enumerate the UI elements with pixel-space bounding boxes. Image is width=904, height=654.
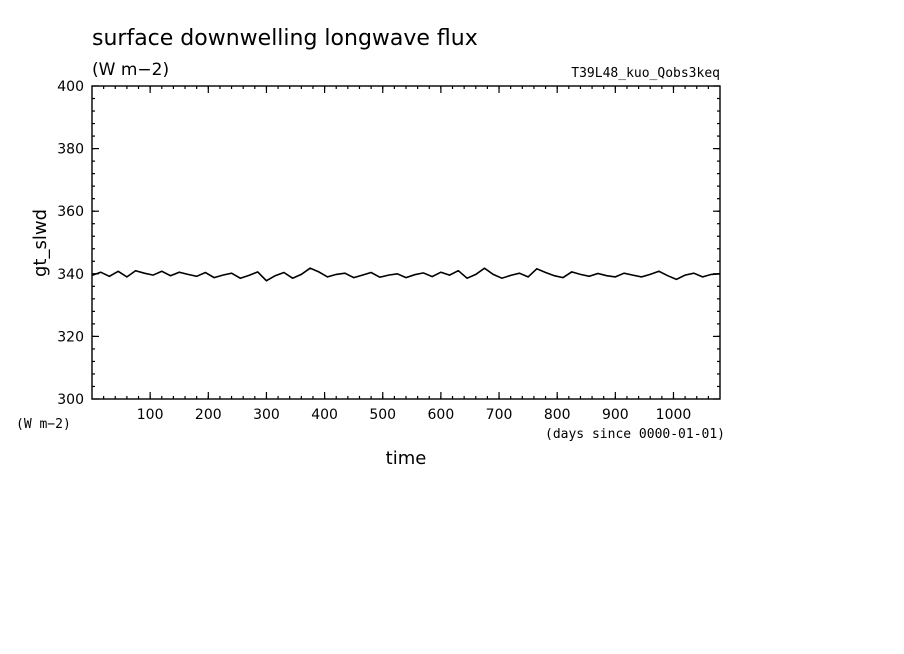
y-axis-label: gt_slwd	[30, 209, 51, 277]
y-tick-label: 380	[57, 142, 84, 158]
x-tick-label: 400	[311, 407, 338, 423]
y-tick-label: 340	[57, 267, 84, 283]
plot-frame	[91, 85, 721, 400]
x-tick-label: 300	[253, 407, 280, 423]
y-tick-label: 300	[57, 392, 84, 408]
series-line	[91, 267, 721, 282]
y-tick-label: 400	[57, 79, 84, 95]
x-tick-label: 500	[369, 407, 396, 423]
x-tick-label: 900	[602, 407, 629, 423]
x-tick-label: 1000	[656, 407, 692, 423]
x-tick-label: 200	[195, 407, 222, 423]
axis-ticks	[92, 85, 720, 400]
x-tick-label: 700	[486, 407, 513, 423]
x-tick-label: 600	[428, 407, 455, 423]
chart-title: surface downwelling longwave flux	[92, 26, 478, 51]
axis-tick-labels: 100 200 300 400 500 600 700 800 900 1000 300 320 340…	[57, 79, 691, 423]
experiment-label: T39L48_kuo_Qobs3keq	[571, 66, 720, 81]
y-tick-label: 360	[57, 204, 84, 220]
chart-title-unit: (W m−2)	[92, 60, 169, 80]
x-tick-label: 800	[544, 407, 571, 423]
x-axis-unit: (days since 0000-01-01)	[545, 427, 725, 442]
x-axis-label: time	[386, 448, 427, 469]
y-tick-label: 320	[57, 329, 84, 345]
x-tick-label: 100	[137, 407, 164, 423]
y-axis-unit: (W m−2)	[16, 417, 71, 432]
